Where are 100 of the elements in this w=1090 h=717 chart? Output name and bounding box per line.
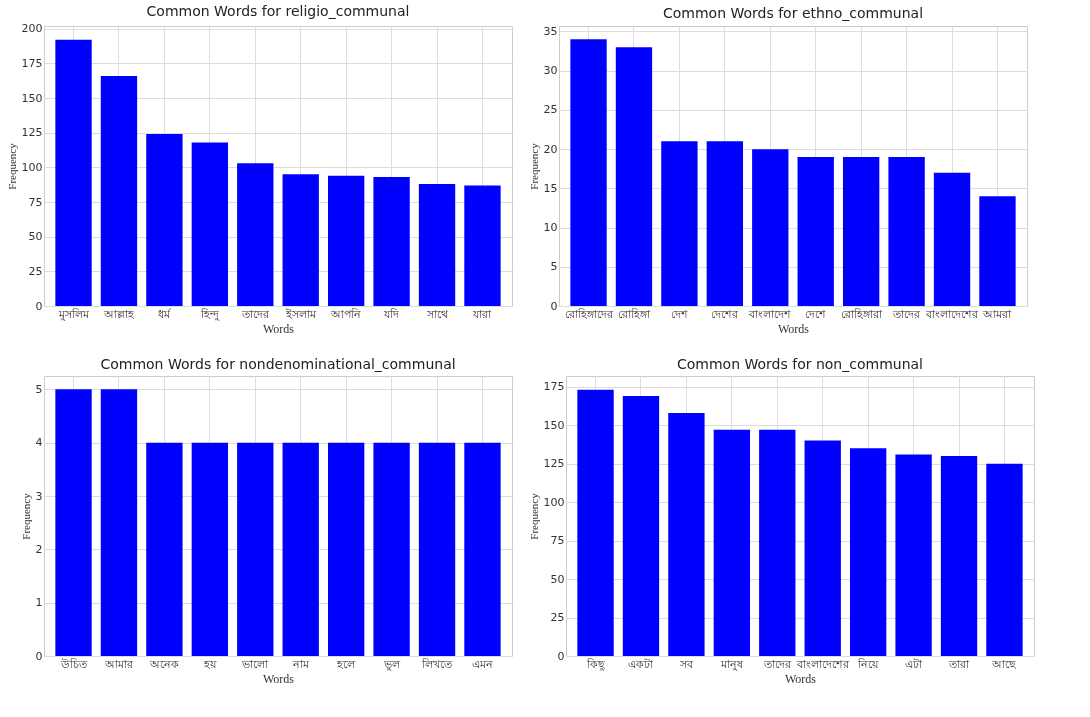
bar: [327, 175, 365, 306]
chart-title: Common Words for nondenominational_communal: [100, 356, 456, 372]
x-tick-label: সব: [678, 657, 694, 671]
y-tick-label: 0: [550, 299, 558, 313]
bar: [668, 412, 705, 656]
y-tick-label: 175: [21, 56, 43, 70]
x-tick-label: তারা: [948, 657, 971, 671]
x-tick-label: যদি: [383, 307, 400, 321]
bar: [146, 134, 183, 306]
y-tick-label: 150: [543, 418, 565, 432]
y-tick-label: 75: [550, 534, 565, 548]
x-tick-label: দেশ: [670, 307, 688, 321]
bar: [373, 177, 410, 306]
y-tick-label: 125: [543, 457, 565, 471]
bar: [797, 156, 834, 306]
y-tick-label: 2: [35, 542, 43, 556]
bar: [940, 456, 978, 656]
x-tick-label: বাংলাদেশের: [925, 307, 980, 321]
x-tick-label: হলে: [336, 657, 357, 671]
y-tick-label: 50: [550, 572, 565, 586]
y-tick-label: 175: [543, 380, 565, 394]
bar: [282, 174, 319, 306]
x-tick-label: যারা: [472, 307, 493, 321]
bar: [849, 448, 887, 656]
y-tick-label: 25: [550, 611, 565, 625]
x-tick-label: বাংলাদেশের: [795, 657, 850, 671]
x-axis-title: Words: [262, 321, 295, 336]
y-tick-label: 4: [35, 436, 43, 450]
bar: [979, 196, 1016, 306]
x-tick-label: মানুষ: [719, 657, 744, 671]
x-tick-label: মুসলিম: [57, 307, 90, 321]
bar: [191, 142, 229, 306]
x-tick-label: হয়: [202, 657, 217, 671]
y-tick-label: 0: [35, 649, 43, 663]
y-tick-label: 5: [550, 260, 558, 274]
chart-title: Common Words for ethno_communal: [662, 5, 924, 22]
bar: [759, 429, 796, 656]
y-tick-label: 75: [28, 195, 43, 209]
bar: [933, 172, 971, 306]
y-tick-label: 0: [35, 299, 43, 313]
x-tick-label: উচিত: [59, 657, 88, 671]
x-tick-label: ভুল: [382, 657, 401, 671]
bar: [706, 141, 744, 306]
x-tick-label: নাম: [291, 657, 310, 671]
x-tick-label: আল্লাহ: [102, 307, 135, 321]
y-tick-label: 20: [543, 142, 558, 156]
y-axis-title: Frequency: [19, 492, 32, 540]
bar: [713, 429, 751, 656]
x-tick-label: দেশে: [805, 307, 827, 321]
x-axis-title: Words: [784, 671, 817, 686]
chart-title: Common Words for religio_communal: [146, 2, 410, 19]
bar: [804, 440, 841, 656]
x-tick-label: আপনি: [330, 307, 362, 321]
bar: [577, 389, 614, 656]
bar: [895, 454, 932, 656]
x-tick-label: হিন্দু: [199, 307, 220, 321]
y-tick-label: 200: [21, 22, 43, 36]
bar: [842, 156, 880, 306]
x-tick-label: অনেক: [148, 657, 179, 671]
x-tick-label: তাদের: [762, 657, 792, 671]
x-tick-label: ইসলাম: [284, 307, 317, 321]
bar: [100, 75, 138, 306]
bar: [464, 185, 501, 306]
x-axis-title: Words: [262, 671, 295, 686]
y-axis-title: Frequency: [527, 142, 540, 190]
x-tick-label: রোহিঙ্গারা: [840, 307, 883, 321]
y-tick-label: 25: [28, 264, 43, 278]
y-axis-title: Frequency: [527, 492, 540, 540]
y-axis-title: Frequency: [5, 142, 18, 190]
y-tick-label: 125: [21, 126, 43, 140]
x-tick-label: তাদের: [240, 307, 270, 321]
x-tick-label: এমন: [471, 657, 493, 671]
x-tick-label: এটা: [905, 657, 924, 671]
x-tick-label: কিছু: [585, 657, 606, 671]
x-tick-label: দেশের: [711, 307, 740, 321]
x-tick-label: রোহিঙ্গা: [617, 307, 651, 321]
y-tick-label: 0: [557, 649, 565, 663]
y-tick-label: 1: [35, 596, 43, 610]
bar: [570, 39, 607, 306]
bar: [237, 163, 274, 306]
x-tick-label: আছে: [991, 657, 1018, 671]
y-tick-label: 10: [543, 221, 558, 235]
bar: [55, 39, 92, 306]
x-tick-label: আমার: [103, 657, 134, 671]
y-tick-label: 150: [21, 91, 43, 105]
x-tick-label: সাথে: [425, 307, 449, 321]
y-tick-label: 100: [543, 495, 565, 509]
y-tick-label: 35: [543, 24, 558, 38]
x-tick-label: একটা: [628, 657, 655, 671]
x-tick-label: ধর্ম: [158, 307, 173, 321]
bar: [986, 463, 1023, 656]
x-tick-label: নিয়ে: [857, 657, 880, 671]
bar: [615, 47, 653, 306]
x-axis-title: Words: [777, 321, 810, 336]
y-tick-label: 100: [21, 160, 43, 174]
x-tick-label: বাংলাদেশ: [748, 307, 792, 321]
bar: [661, 141, 698, 306]
y-tick-label: 3: [35, 489, 43, 503]
y-tick-label: 30: [543, 64, 558, 78]
bar: [752, 149, 789, 306]
